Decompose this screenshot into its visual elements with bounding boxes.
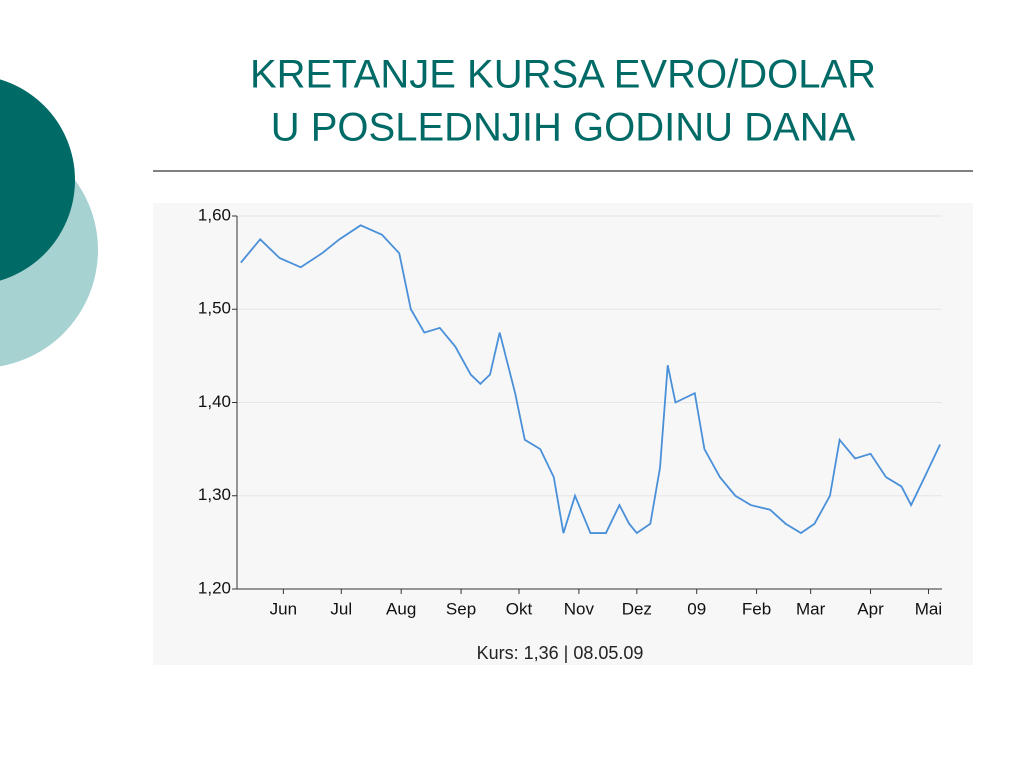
- chart: 1,20 1,30 1,40 1,50 1,60 Jun Jul Aug Sep Okt Nov De…: [198, 205, 942, 618]
- x-tick-label: Mar: [796, 599, 826, 618]
- y-tick-label: 1,60: [198, 205, 231, 224]
- y-tick-label: 1,50: [198, 299, 231, 318]
- chart-bg: [153, 203, 973, 665]
- y-tick-label: 1,40: [198, 392, 231, 411]
- x-tick-label: Okt: [506, 599, 533, 618]
- footer: Kurs: 1,36 | 08.05.09: [477, 643, 644, 663]
- title-line: KRETANJE KURSA EVRO/DOLAR: [250, 53, 876, 97]
- x-tick-label: 09: [687, 599, 706, 618]
- y-tick-label: 1,20: [198, 578, 231, 597]
- x-tick-label: Aug: [386, 599, 416, 618]
- decor-circle: [0, 79, 75, 281]
- x-tick-label: Nov: [564, 599, 595, 618]
- x-tick-label: Sep: [446, 599, 476, 618]
- line-series: [240, 224, 941, 535]
- x-tick-label: Feb: [742, 599, 771, 618]
- x-tick-label: Dez: [622, 599, 652, 618]
- x-tick-label: Apr: [857, 599, 884, 618]
- x-tick-label: Mai: [915, 599, 942, 618]
- y-tick-label: 1,30: [198, 485, 231, 504]
- x-tick-label: Jul: [330, 599, 352, 618]
- title-line: U POSLEDNJIH GODINU DANA: [271, 106, 856, 150]
- x-tick-label: Jun: [270, 599, 297, 618]
